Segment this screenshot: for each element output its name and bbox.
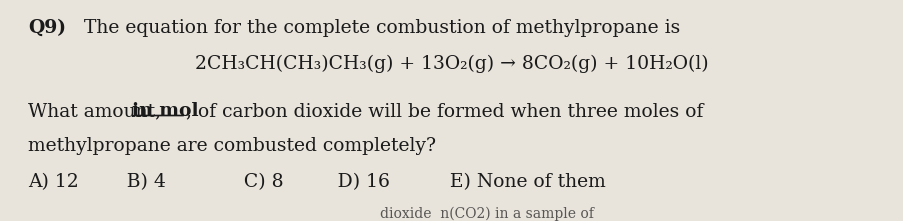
Text: , of carbon dioxide will be formed when three moles of: , of carbon dioxide will be formed when …: [186, 102, 703, 120]
Text: in mol: in mol: [132, 102, 199, 120]
Text: dioxide  n(CO2) in a sample of: dioxide n(CO2) in a sample of: [379, 207, 593, 221]
Text: methylpropane are combusted completely?: methylpropane are combusted completely?: [28, 137, 436, 155]
Text: A) 12        B) 4             C) 8         D) 16          E) None of them: A) 12 B) 4 C) 8 D) 16 E) None of them: [28, 173, 606, 191]
Text: What amount,: What amount,: [28, 102, 167, 120]
Text: Q9): Q9): [28, 19, 66, 36]
Text: The equation for the complete combustion of methylpropane is: The equation for the complete combustion…: [78, 19, 679, 36]
Text: 2CH₃CH(CH₃)CH₃(g) + 13O₂(g) → 8CO₂(g) + 10H₂O(l): 2CH₃CH(CH₃)CH₃(g) + 13O₂(g) → 8CO₂(g) + …: [195, 55, 708, 73]
